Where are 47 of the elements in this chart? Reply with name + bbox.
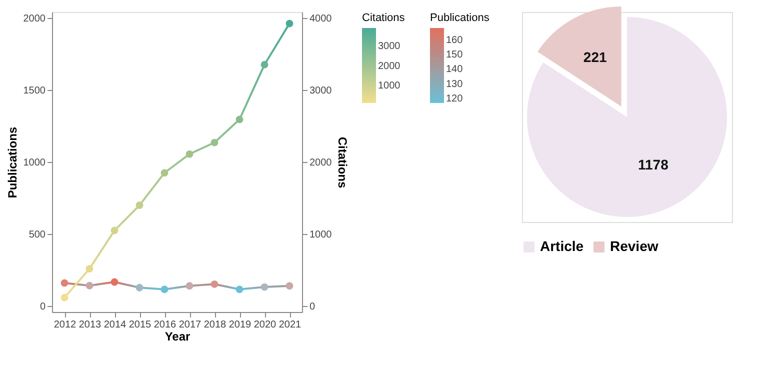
y2-tick-label: 2000 bbox=[310, 158, 332, 168]
x-tick-label: 2020 bbox=[254, 320, 277, 330]
legend-label: Article bbox=[540, 238, 584, 254]
legend-label: Review bbox=[610, 238, 658, 254]
y-tick-label: 500 bbox=[28, 230, 46, 241]
color-bar-label: 3000 bbox=[378, 41, 401, 52]
point bbox=[210, 138, 218, 146]
color-bar-label: 120 bbox=[446, 94, 464, 105]
x-tick-label: 2014 bbox=[104, 320, 127, 330]
y-tick-label: 1500 bbox=[23, 85, 46, 96]
point bbox=[260, 60, 268, 68]
y-tick-label: 2000 bbox=[23, 13, 46, 24]
point bbox=[286, 20, 294, 28]
x-tick-label: 2017 bbox=[178, 320, 202, 330]
point bbox=[86, 265, 94, 272]
data-label: 1178 bbox=[638, 156, 669, 172]
x-tick-label: 2021 bbox=[278, 320, 302, 330]
color-bar-label: 150 bbox=[446, 49, 464, 60]
data-label: 221 bbox=[583, 49, 607, 66]
color-bar-label: 160 bbox=[446, 34, 464, 46]
y2-tick-label: 4000 bbox=[310, 13, 332, 24]
point bbox=[110, 226, 118, 234]
y2-tick-label: 3000 bbox=[310, 85, 332, 96]
x-tick-label: 2018 bbox=[204, 320, 227, 330]
color-bar-label: 140 bbox=[446, 64, 464, 76]
point bbox=[236, 116, 244, 124]
point bbox=[136, 202, 144, 209]
y2-tick-label: 0 bbox=[310, 302, 316, 313]
x-axis-title: Year bbox=[164, 330, 191, 344]
point bbox=[160, 169, 168, 177]
y2-axis-title: Citations bbox=[336, 136, 350, 188]
y2-tick-label: 1000 bbox=[310, 230, 332, 241]
color-bar-label: 130 bbox=[446, 78, 464, 90]
y-tick-label: 1000 bbox=[23, 158, 46, 168]
x-tick-label: 2019 bbox=[228, 320, 252, 330]
color-bar-label: 1000 bbox=[378, 80, 401, 92]
color-bar-title: Publications bbox=[430, 12, 490, 24]
x-tick-label: 2015 bbox=[128, 320, 152, 330]
x-tick-label: 2016 bbox=[154, 320, 177, 330]
point bbox=[186, 150, 194, 158]
x-tick-label: 2012 bbox=[54, 320, 77, 330]
x-tick-label: 2013 bbox=[78, 320, 102, 330]
color-bar-label: 2000 bbox=[378, 60, 401, 72]
y-axis-title: Publications bbox=[5, 126, 20, 198]
point bbox=[60, 294, 68, 302]
color-bar-title: Citations bbox=[362, 12, 406, 24]
y-tick-label: 0 bbox=[40, 302, 46, 313]
